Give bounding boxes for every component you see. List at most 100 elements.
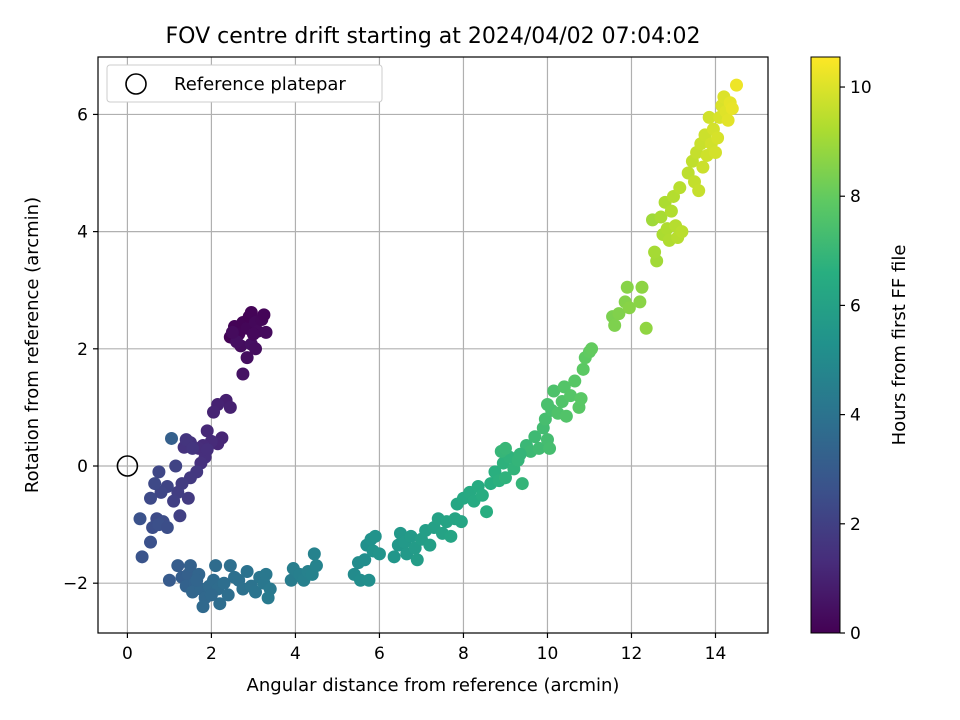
data-point (249, 585, 263, 599)
colorbar-tick-label: 8 (850, 187, 861, 207)
data-point (249, 342, 263, 356)
data-point (261, 591, 275, 605)
y-axis-label: Rotation from reference (arcmin) (22, 197, 43, 493)
data-point (135, 550, 149, 564)
data-point (532, 441, 546, 455)
data-point (144, 491, 158, 505)
data-point (244, 305, 258, 319)
data-point (259, 325, 273, 339)
data-point (372, 547, 386, 561)
y-tick-label: 0 (77, 457, 88, 477)
data-points (133, 78, 743, 614)
chart-title: FOV centre drift starting at 2024/04/02 … (166, 24, 701, 49)
data-point (576, 362, 590, 376)
data-point (639, 321, 653, 335)
data-point (692, 184, 706, 198)
data-point (721, 113, 735, 127)
data-point (209, 559, 223, 573)
y-tick-label: 6 (77, 105, 88, 125)
data-point (608, 318, 622, 332)
plot-frame (97, 56, 769, 634)
grid (98, 57, 768, 633)
data-point (410, 553, 424, 567)
data-point (162, 573, 176, 587)
x-tick-label: 8 (458, 644, 469, 664)
data-point (133, 512, 147, 526)
data-point (181, 491, 195, 505)
data-point (633, 295, 647, 309)
data-point (368, 529, 382, 543)
data-point (190, 573, 204, 587)
data-point (444, 529, 458, 543)
data-point (259, 567, 273, 581)
data-point (223, 559, 237, 573)
data-point (169, 459, 183, 473)
data-point (664, 204, 678, 218)
data-point (635, 280, 649, 294)
data-point (240, 564, 254, 578)
data-point (543, 441, 557, 455)
data-point (696, 160, 710, 174)
reference-marker-layer (116, 455, 139, 477)
x-tick-label: 6 (374, 644, 385, 664)
x-tick-label: 0 (122, 644, 133, 664)
data-point (498, 441, 512, 455)
colorbar-ticks: 0 2 4 6 8 10 (840, 78, 872, 644)
data-point (160, 521, 174, 535)
data-point (173, 509, 187, 523)
data-point (404, 529, 418, 543)
data-point (165, 431, 179, 445)
data-point (564, 389, 578, 403)
colorbar-tick-label: 10 (850, 78, 872, 98)
data-point (196, 600, 210, 614)
data-point (236, 367, 250, 381)
data-point (144, 535, 158, 549)
data-point (246, 327, 260, 341)
data-point (513, 447, 527, 461)
data-point (675, 225, 689, 239)
data-point (547, 384, 561, 398)
data-point (207, 405, 221, 419)
colorbar-label: Hours from first FF file (889, 245, 910, 446)
reference-platepar-marker (116, 455, 139, 477)
colorbar-gradient (810, 56, 841, 634)
data-point (702, 110, 716, 124)
data-point (559, 409, 573, 423)
data-point (729, 78, 743, 92)
data-point (498, 471, 512, 485)
data-point (309, 559, 323, 573)
data-point (708, 146, 722, 160)
data-point (475, 488, 489, 502)
data-point (585, 342, 599, 356)
colorbar-tick-label: 6 (850, 296, 861, 316)
data-point (620, 280, 634, 294)
data-point (648, 245, 662, 259)
data-point (358, 553, 372, 567)
data-point (515, 477, 529, 491)
y-tick-label: 4 (77, 223, 88, 243)
data-point (148, 477, 162, 491)
data-point (171, 559, 185, 573)
data-point (480, 505, 494, 519)
data-point (622, 301, 636, 315)
legend-entry-reference: Reference platepar (174, 74, 346, 95)
data-point (612, 307, 626, 321)
x-tick-label: 10 (537, 644, 559, 664)
x-axis-label: Angular distance from reference (arcmin) (247, 675, 620, 696)
x-tick-label: 2 (206, 644, 217, 664)
data-point (528, 430, 542, 444)
data-point (225, 325, 239, 339)
y-tick-label: 2 (77, 340, 88, 360)
data-point (240, 351, 254, 365)
y-axis-ticks: −2 0 2 4 6 (63, 105, 98, 594)
data-point (186, 441, 200, 455)
data-point (200, 424, 214, 438)
data-point (257, 308, 271, 322)
data-point (725, 102, 739, 116)
data-point (654, 210, 668, 224)
data-point (152, 465, 166, 479)
data-point (167, 494, 181, 508)
legend-box (106, 64, 383, 103)
legend: Reference platepar (106, 64, 383, 103)
data-point (307, 547, 321, 561)
